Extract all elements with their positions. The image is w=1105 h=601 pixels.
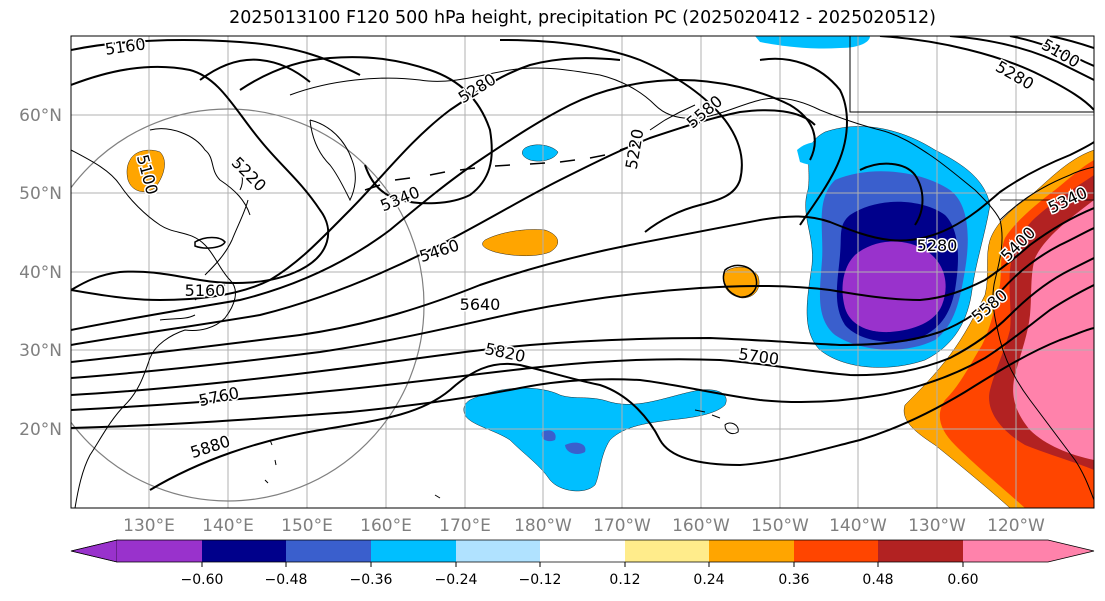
lat-label: 60°N <box>19 106 62 126</box>
lon-label: 150°W <box>751 516 809 536</box>
colorbar-tick-label: 0.12 <box>609 572 640 588</box>
colorbar-max-extend <box>963 540 1094 562</box>
lat-label: 40°N <box>19 263 62 283</box>
longitude-labels: 130°E 140°E 150°E 160°E 170°E 180°W 170°… <box>123 516 1045 536</box>
colorbar-min-extend <box>70 539 118 563</box>
height-contours <box>71 36 1094 491</box>
colorbar-tick-label: 0.36 <box>778 572 809 588</box>
lon-label: 170°E <box>439 516 491 536</box>
colorbar-swatch <box>540 540 625 562</box>
lon-label: 160°W <box>672 516 730 536</box>
lon-label: 140°W <box>829 516 887 536</box>
colorbar-swatch <box>794 540 878 562</box>
colorbar-tick-label: −0.60 <box>181 572 224 588</box>
precip-anomaly-shading <box>126 36 1094 508</box>
lon-label: 130°W <box>908 516 966 536</box>
lat-label: 50°N <box>19 184 62 204</box>
colorbar-swatch <box>878 540 963 562</box>
colorbar-swatch <box>709 540 794 562</box>
colorbar-tick-label: 0.60 <box>947 572 978 588</box>
lon-label: 170°W <box>593 516 651 536</box>
colorbar-tick-label: 0.24 <box>693 572 724 588</box>
colorbar-swatch <box>371 540 456 562</box>
colorbar-ticks <box>201 562 964 567</box>
lon-label: 160°E <box>360 516 412 536</box>
colorbar-swatch <box>625 540 709 562</box>
contour-label: 5640 <box>460 295 501 314</box>
colorbar-swatch <box>202 540 286 562</box>
contour-label: 5160 <box>185 281 226 300</box>
contour-label: 5280 <box>917 236 958 255</box>
map-frame <box>70 35 1095 509</box>
lat-label: 30°N <box>19 341 62 361</box>
lon-label: 150°E <box>281 516 333 536</box>
lat-label: 20°N <box>19 420 62 440</box>
colorbar-swatch <box>456 540 540 562</box>
colorbar: −0.60 −0.48 −0.36 −0.24 −0.12 0.12 0.24 … <box>70 539 1095 588</box>
colorbar-tick-label: 0.48 <box>862 572 893 588</box>
lon-label: 140°E <box>202 516 254 536</box>
coastlines <box>71 36 1094 508</box>
colorbar-tick-label: −0.24 <box>435 572 478 588</box>
lon-label: 180°W <box>514 516 572 536</box>
colorbar-tick-label: −0.12 <box>519 572 562 588</box>
lon-label: 120°W <box>987 516 1045 536</box>
contour-label: 5160 <box>104 34 147 58</box>
colorbar-swatch <box>117 540 202 562</box>
map-title: 2025013100 F120 500 hPa height, precipit… <box>229 8 936 28</box>
lon-label: 130°E <box>123 516 175 536</box>
colorbar-swatch <box>286 540 371 562</box>
colorbar-outline <box>70 539 1095 563</box>
colorbar-tick-label: −0.36 <box>350 572 393 588</box>
colorbar-tick-label: −0.48 <box>265 572 308 588</box>
latitude-labels: 20°N 30°N 40°N 50°N 60°N <box>19 106 62 440</box>
